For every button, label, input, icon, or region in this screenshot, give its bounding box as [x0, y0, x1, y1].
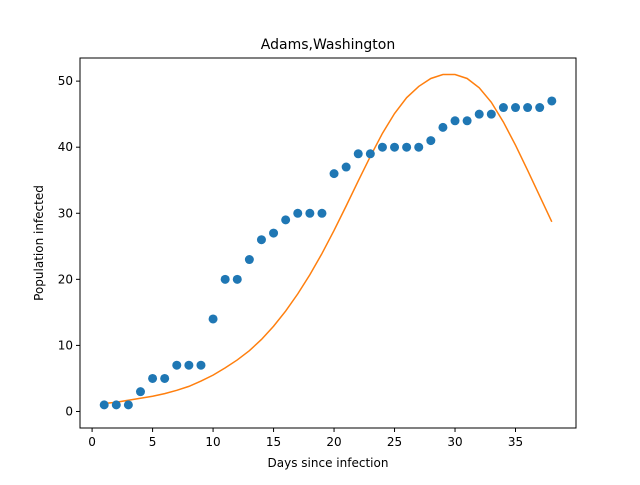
data-point	[426, 136, 436, 146]
data-point	[220, 274, 230, 284]
data-point	[172, 360, 182, 370]
x-tick-label: 5	[149, 435, 157, 449]
plot-frame	[79, 57, 577, 429]
y-tick-label: 20	[58, 272, 73, 286]
data-point	[341, 162, 351, 172]
data-point	[414, 142, 424, 152]
data-point	[148, 373, 158, 383]
data-point	[462, 116, 472, 126]
y-tick-label: 40	[58, 140, 73, 154]
data-point	[535, 103, 545, 113]
data-point	[184, 360, 194, 370]
x-axis-ticks: 0 5 10 15 20 25 30 35	[88, 428, 523, 449]
y-axis-label: Population infected	[32, 185, 46, 301]
y-tick-label: 30	[58, 206, 73, 220]
data-point	[99, 400, 109, 410]
x-tick-label: 20	[326, 435, 341, 449]
data-point	[511, 103, 521, 113]
y-tick-label: 50	[58, 74, 73, 88]
data-point	[329, 169, 339, 179]
data-point	[281, 215, 291, 225]
x-tick-label: 0	[88, 435, 96, 449]
fitted-curve-line	[104, 73, 553, 405]
data-point	[269, 228, 279, 238]
x-tick-label: 10	[205, 435, 220, 449]
y-axis-ticks: 0 10 20 30 40 50	[58, 74, 80, 418]
data-point	[450, 116, 460, 126]
y-tick-label: 0	[65, 404, 73, 418]
data-point	[256, 235, 266, 245]
data-point	[377, 142, 387, 152]
x-tick-label: 35	[508, 435, 523, 449]
data-point	[305, 208, 315, 218]
data-point	[353, 149, 363, 159]
data-point	[317, 208, 327, 218]
data-point	[244, 255, 254, 265]
data-point	[111, 400, 121, 410]
data-point	[390, 142, 400, 152]
data-point	[402, 142, 412, 152]
data-point	[486, 109, 496, 119]
data-point	[232, 274, 242, 284]
data-point	[474, 109, 484, 119]
data-point	[293, 208, 303, 218]
y-tick-label: 10	[58, 338, 73, 352]
x-tick-label: 15	[266, 435, 281, 449]
data-point	[160, 373, 170, 383]
data-point	[365, 149, 375, 159]
x-axis-label: Days since infection	[268, 456, 389, 470]
x-tick-label: 25	[387, 435, 402, 449]
data-point	[123, 400, 133, 410]
data-point	[498, 103, 508, 113]
data-point	[547, 96, 557, 106]
chart-title: Adams,Washington	[261, 37, 395, 53]
data-point	[523, 103, 533, 113]
series-layer	[99, 73, 557, 410]
data-point	[208, 314, 218, 324]
data-point	[438, 122, 448, 132]
data-point	[196, 360, 206, 370]
data-point	[135, 387, 145, 397]
x-tick-label: 30	[447, 435, 462, 449]
